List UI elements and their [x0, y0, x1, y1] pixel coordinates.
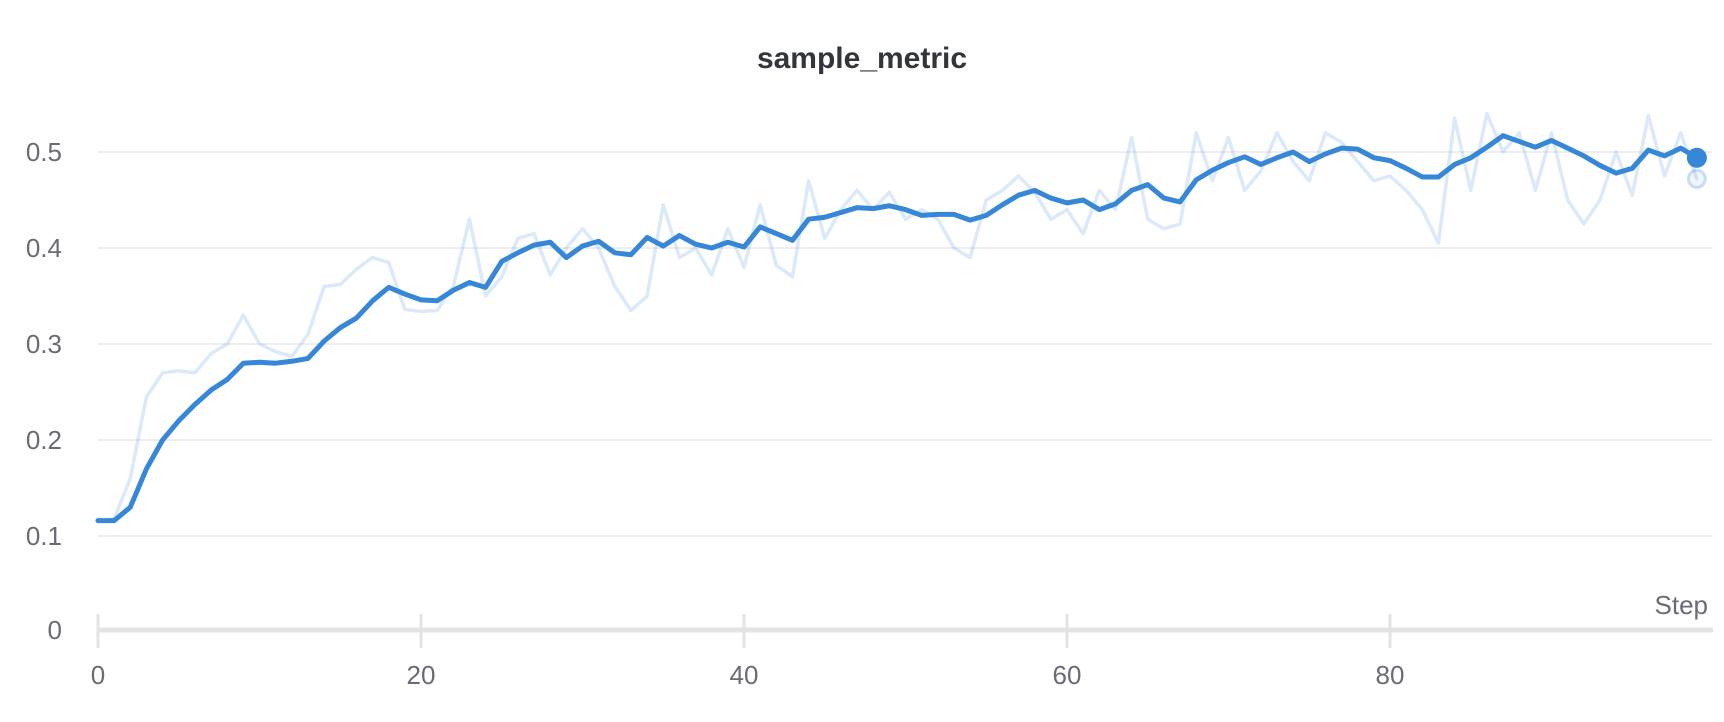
x-axis-label: Step	[1655, 590, 1709, 620]
raw-endpoint-dot[interactable]	[1686, 168, 1707, 189]
original-line[interactable]	[96, 111, 1699, 524]
tick-labels: 0 0.1 0.2 0.3 0.4 0.5 0 20 40 60 80	[26, 137, 1405, 690]
x-tick-label: 80	[1376, 660, 1405, 690]
x-tick-label: 40	[730, 660, 759, 690]
y-tick-label: 0.1	[26, 521, 62, 551]
gridlines	[98, 151, 1713, 537]
chart-series	[95, 111, 1707, 524]
y-tick-label: 0	[48, 615, 62, 645]
chart-title: sample_metric	[757, 42, 967, 75]
y-tick-label: 0.3	[26, 329, 62, 359]
smoothed-endpoint-dot[interactable]	[1686, 147, 1707, 168]
y-tick-label: 0.5	[26, 137, 62, 167]
y-tick-label: 0.4	[26, 233, 62, 263]
x-tick-label: 20	[407, 660, 436, 690]
x-tick-label: 0	[91, 660, 105, 690]
y-tick-label: 0.2	[26, 425, 62, 455]
x-axis	[96, 614, 1713, 648]
x-tick-label: 60	[1053, 660, 1082, 690]
smoothed-line[interactable]	[95, 133, 1700, 524]
